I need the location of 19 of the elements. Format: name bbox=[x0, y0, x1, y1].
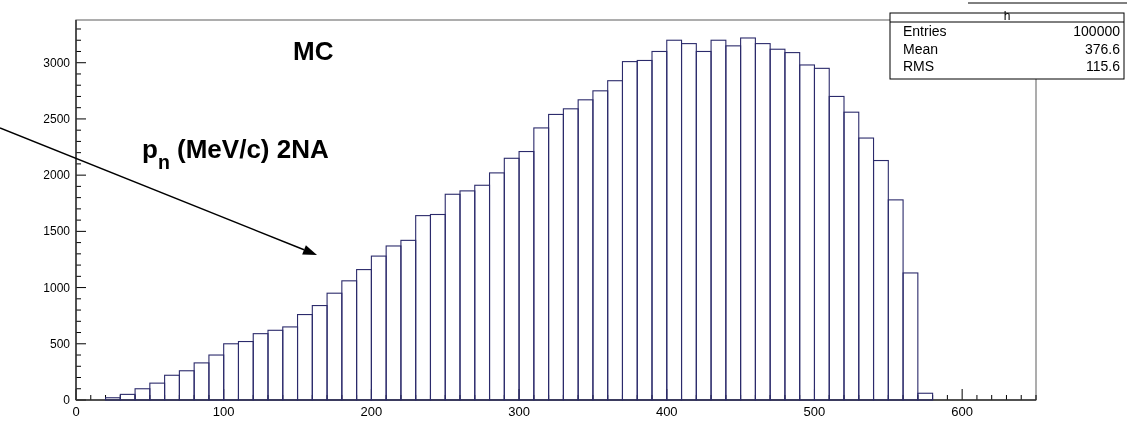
y-tick-label: 3000 bbox=[43, 55, 71, 70]
x-tick-label: 300 bbox=[508, 404, 530, 419]
y-tick-label: 2000 bbox=[43, 168, 71, 183]
annotation: MC bbox=[293, 36, 334, 66]
x-tick-label: 100 bbox=[212, 404, 235, 419]
x-tick-label: 200 bbox=[360, 404, 383, 419]
y-tick-label: 2500 bbox=[43, 111, 71, 126]
x-tick-label: 500 bbox=[803, 404, 826, 419]
text: RMS 115.6 bbox=[903, 58, 1120, 74]
annotation: p$_{n}$ (MeV/c) 2NA bbox=[142, 134, 329, 173]
x-tick-label: 400 bbox=[655, 404, 678, 419]
annotation: h bbox=[1003, 9, 1011, 23]
text: Mean 376.6 bbox=[903, 40, 1120, 57]
y-tick-label: 1500 bbox=[43, 224, 71, 239]
y-tick-label: 0 bbox=[63, 393, 71, 407]
y-tick-label: 1000 bbox=[43, 280, 71, 295]
x-tick-label: 600 bbox=[951, 404, 974, 419]
text: Entries 100000 bbox=[903, 23, 1120, 39]
y-tick-label: 500 bbox=[49, 336, 71, 351]
